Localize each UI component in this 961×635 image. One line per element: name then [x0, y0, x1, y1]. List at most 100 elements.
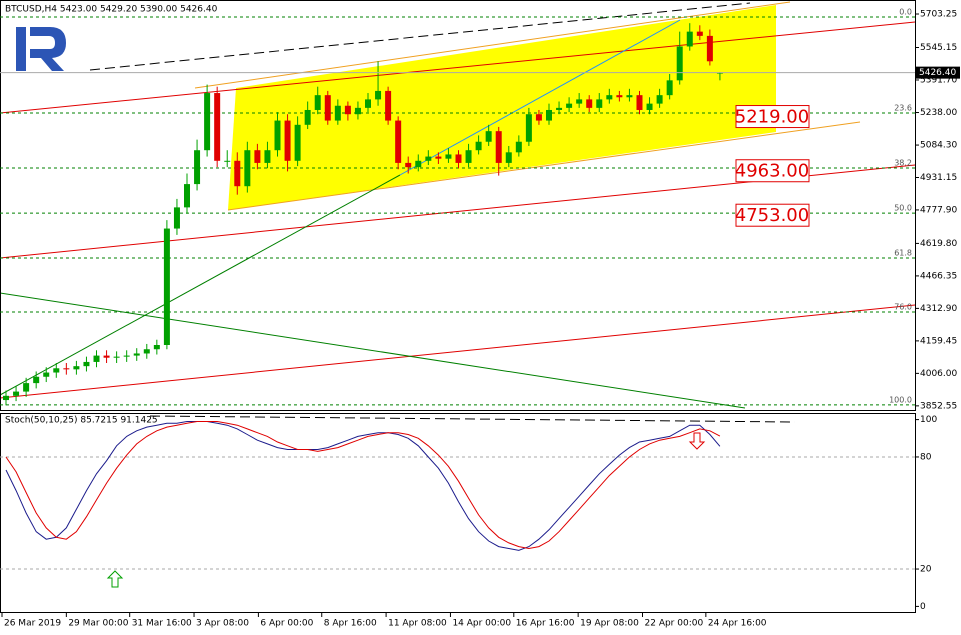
y-tick-label: 4619.80: [920, 239, 957, 249]
candle-body: [153, 344, 160, 350]
candle-body: [405, 162, 412, 168]
candle-body: [415, 160, 422, 168]
candle-body: [264, 150, 271, 163]
candle-body: [706, 35, 713, 62]
candle-body: [425, 156, 432, 161]
y-tick-label: 4931.15: [920, 173, 957, 183]
candle-body: [13, 391, 20, 396]
price-label-box: [735, 105, 810, 129]
candle-body: [676, 46, 683, 81]
candle-body: [566, 103, 573, 108]
trend-line: [149, 415, 796, 423]
y-tick-label: 5084.30: [920, 141, 957, 151]
y-tick-label: 5238.00: [920, 108, 957, 118]
y-tick-label: 0: [920, 602, 926, 612]
candle-body: [576, 99, 583, 104]
candle-body: [93, 355, 100, 362]
trend-line: [0, 21, 916, 114]
x-tick-label: 22 Apr 00:00: [645, 619, 704, 629]
x-tick-label: 24 Apr 16:00: [708, 619, 767, 629]
fib-label: 50.0: [894, 204, 912, 213]
x-tick-label: 31 Mar 16:00: [132, 619, 192, 629]
candle-body: [696, 31, 703, 36]
y-tick-label: 5545.15: [920, 43, 957, 53]
candle-body: [586, 99, 593, 108]
candle-body: [304, 109, 311, 125]
channel-line: [227, 121, 861, 211]
candle-body: [556, 107, 563, 110]
candle-body: [53, 368, 60, 373]
candle-body: [626, 95, 633, 98]
candle-body: [465, 150, 472, 163]
trend-line: [0, 174, 401, 396]
candle-body: [184, 184, 191, 208]
candle-body: [194, 150, 201, 185]
candle-body: [204, 93, 211, 151]
candle-body: [344, 105, 351, 115]
candle-body: [133, 353, 140, 356]
candle-body: [525, 114, 532, 142]
candle-body: [646, 103, 653, 110]
x-tick-label: 19 Apr 08:00: [580, 619, 639, 629]
candle-body: [43, 372, 50, 377]
indicator-title: Stoch(50,10,25) 85.7215 91.1425: [5, 416, 158, 426]
candle-body: [163, 228, 170, 345]
candle-body: [334, 105, 341, 121]
candle-body: [123, 355, 130, 357]
candle-body: [616, 95, 623, 98]
price-label: 4963.00: [735, 161, 809, 182]
candle-body: [606, 95, 613, 100]
candle-body: [535, 114, 542, 121]
candle-body: [224, 160, 231, 162]
candle-body: [545, 109, 552, 121]
price-label-box: [735, 203, 810, 227]
candle-body: [314, 95, 321, 110]
price-label: 5219.00: [735, 107, 809, 128]
up-arrow: [106, 570, 124, 588]
candle-body: [63, 368, 70, 370]
y-tick-label: 3852.55: [920, 401, 957, 411]
stoch-line: [5, 421, 721, 550]
candle-body: [656, 95, 663, 104]
current-price-box: [916, 66, 960, 79]
x-tick-label: 29 Mar 00:00: [68, 619, 128, 629]
candle-body: [214, 93, 221, 161]
logo: [16, 27, 66, 71]
candle-body: [324, 95, 331, 121]
fib-label: 100.0: [889, 395, 912, 404]
candle-body: [375, 90, 382, 100]
price-label: 4753.00: [735, 205, 809, 226]
candle-body: [385, 90, 392, 121]
candle-body: [274, 120, 281, 151]
candle-body: [294, 124, 301, 161]
candle-body: [596, 99, 603, 108]
candle-body: [455, 154, 462, 163]
y-tick-label: 100: [920, 415, 937, 425]
candle-body: [475, 141, 482, 151]
candle-body: [103, 355, 110, 358]
candle-body: [395, 120, 402, 163]
candle-body: [686, 31, 693, 47]
candle-body: [173, 207, 180, 229]
current-price-label: 5426.40: [919, 68, 956, 78]
x-tick-label: 14 Apr 00:00: [452, 619, 511, 629]
candle-body: [23, 383, 30, 392]
candle-body: [254, 150, 261, 163]
fib-label: 76.0: [894, 302, 912, 311]
candle-body: [3, 395, 10, 401]
y-tick-label: 4312.90: [920, 304, 957, 314]
candle-body: [234, 160, 241, 187]
fib-label: 38.2: [894, 158, 912, 167]
candle-body: [73, 366, 80, 370]
candle-body: [354, 107, 361, 115]
stoch-panel-frame: [0, 413, 916, 613]
stoch-line: [5, 421, 721, 551]
trend-line: [0, 304, 916, 399]
x-tick-label: 26 Mar 2019: [4, 619, 61, 629]
y-tick-label: 4006.00: [920, 369, 957, 379]
candle-body: [485, 131, 492, 142]
candle-body: [244, 150, 251, 187]
y-tick-label: 80: [920, 452, 932, 462]
candle-body: [636, 95, 643, 110]
